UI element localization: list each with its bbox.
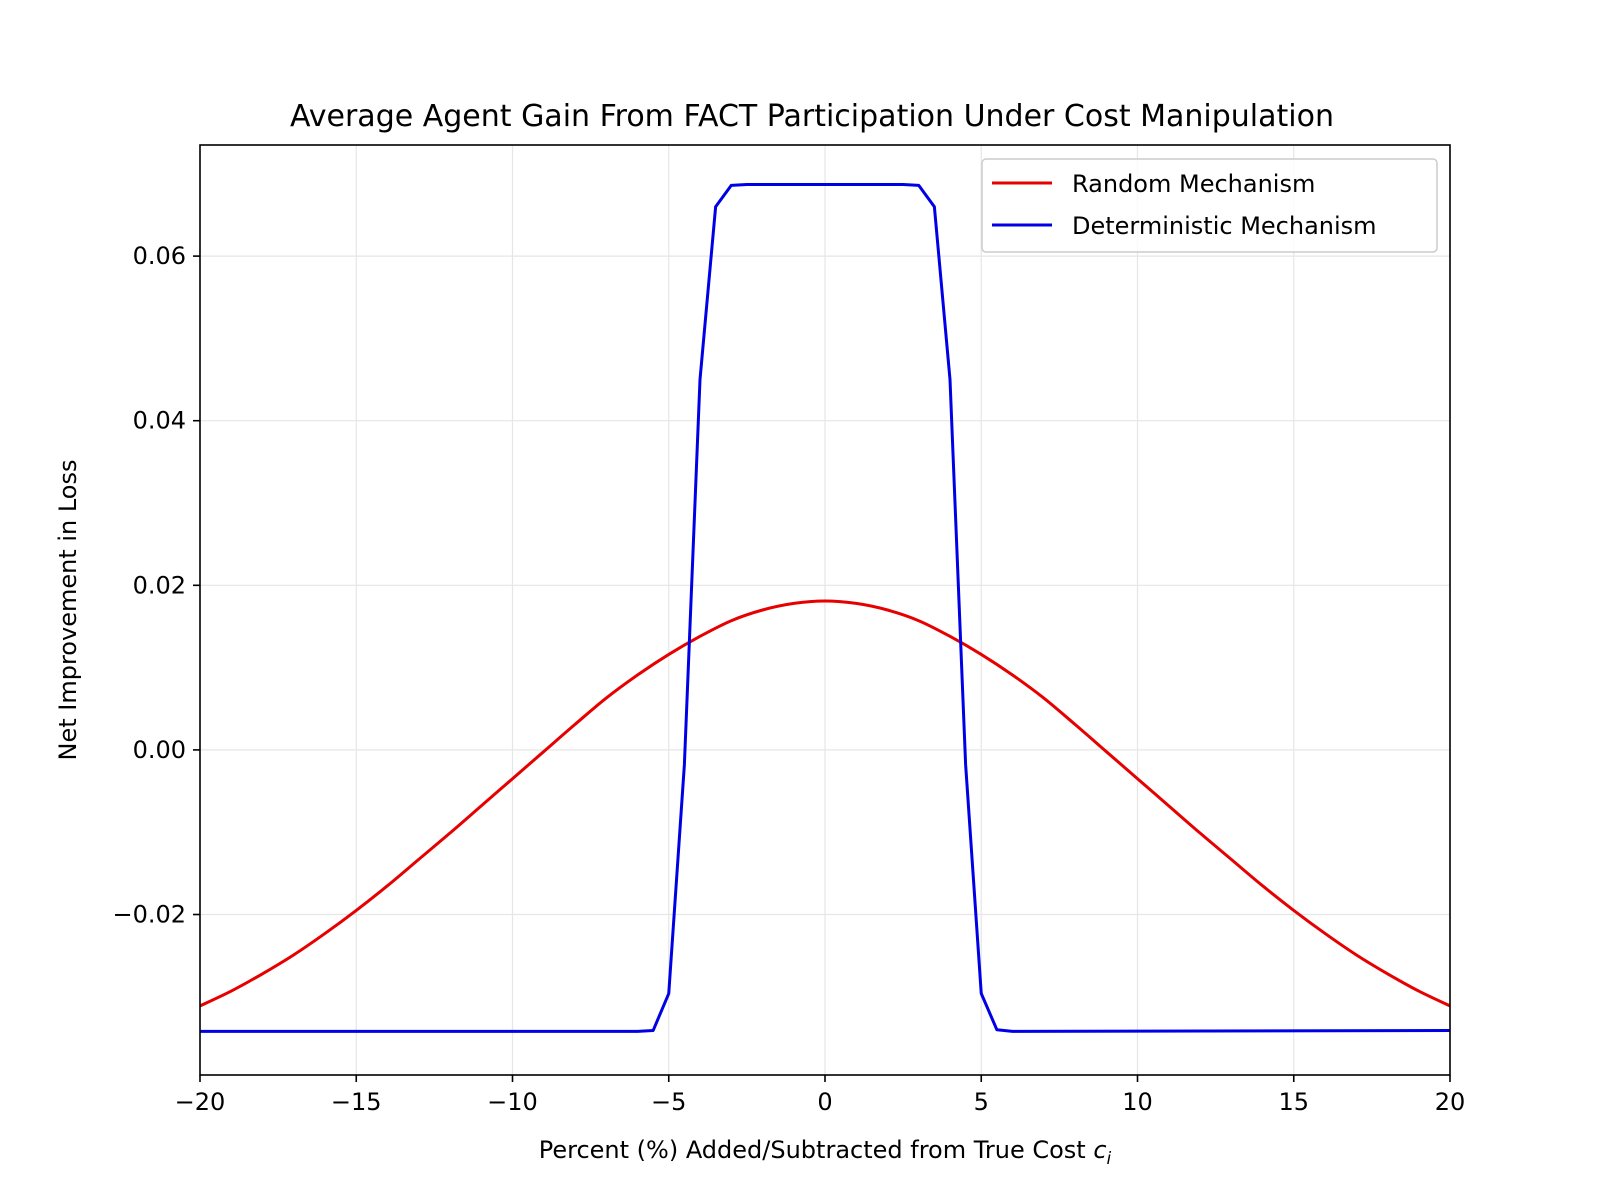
y-tick-label: −0.02 bbox=[112, 901, 186, 929]
y-tick-label: 0.06 bbox=[133, 242, 186, 270]
x-tick-label: 0 bbox=[817, 1088, 832, 1116]
x-tick-label: 20 bbox=[1435, 1088, 1466, 1116]
x-tick-label: −10 bbox=[487, 1088, 538, 1116]
series-layer bbox=[200, 183, 1450, 1033]
y-tick-label: 0.04 bbox=[133, 407, 186, 435]
x-axis-label-main: Percent (%) Added/Subtracted from True C… bbox=[539, 1136, 1094, 1164]
legend: Random Mechanism Deterministic Mechanism bbox=[981, 158, 1438, 253]
grid-layer bbox=[199, 145, 1451, 1075]
x-tick-label: −5 bbox=[651, 1088, 686, 1116]
x-tick-label: −15 bbox=[331, 1088, 382, 1116]
x-axis-label-sub: i bbox=[1107, 1149, 1112, 1169]
chart-title: Average Agent Gain From FACT Participati… bbox=[290, 99, 1334, 134]
x-axis-label: Percent (%) Added/Subtracted from True C… bbox=[539, 1136, 1112, 1169]
tick-layer: −20 −15 −10 −5 0 5 10 15 20 −0.02 0.00 0.02 0.04 0.06 bbox=[112, 242, 1465, 1116]
legend-label-deterministic: Deterministic Mechanism bbox=[1072, 212, 1377, 240]
series-line-deterministic bbox=[200, 183, 1450, 1033]
legend-label-random: Random Mechanism bbox=[1072, 170, 1315, 198]
x-axis-label-var: c bbox=[1093, 1136, 1106, 1164]
x-tick-label: 10 bbox=[1122, 1088, 1153, 1116]
y-axis-label: Net Improvement in Loss bbox=[54, 460, 82, 761]
legend-box bbox=[981, 158, 1438, 253]
y-tick-label: 0.00 bbox=[133, 736, 186, 764]
series-line-random bbox=[200, 599, 1450, 1008]
x-tick-label: −20 bbox=[175, 1088, 226, 1116]
y-tick-label: 0.02 bbox=[133, 571, 186, 599]
x-tick-label: 5 bbox=[974, 1088, 989, 1116]
x-tick-label: 15 bbox=[1278, 1088, 1309, 1116]
